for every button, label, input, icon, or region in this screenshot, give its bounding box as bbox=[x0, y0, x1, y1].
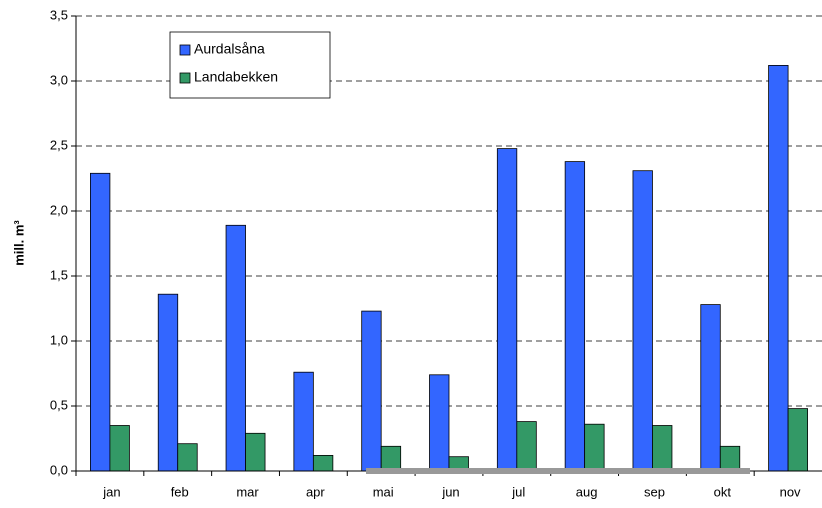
bar bbox=[225, 224, 246, 472]
y-tick-label: 3,5 bbox=[50, 7, 68, 22]
y-tick-label: 2,0 bbox=[50, 202, 68, 217]
bar bbox=[157, 293, 179, 472]
x-tick-label: feb bbox=[171, 484, 189, 499]
x-tick-label: apr bbox=[306, 484, 325, 499]
bar bbox=[584, 423, 605, 472]
x-tick-label: mai bbox=[373, 484, 394, 499]
legend-label: Aurdalsåna bbox=[194, 41, 265, 57]
y-axis-label: mill. m³ bbox=[11, 220, 26, 266]
bar bbox=[312, 454, 334, 472]
bar bbox=[380, 445, 402, 472]
legend-swatch bbox=[179, 72, 191, 84]
bar bbox=[429, 374, 450, 472]
y-tick-label: 1,5 bbox=[50, 267, 68, 282]
bar bbox=[700, 304, 721, 472]
bar bbox=[109, 425, 130, 472]
bar bbox=[787, 408, 808, 472]
y-tick-label: 1,0 bbox=[50, 332, 68, 347]
bar bbox=[719, 445, 741, 472]
x-tick-label: sep bbox=[644, 484, 665, 499]
bar bbox=[632, 170, 653, 472]
legend-box bbox=[169, 31, 331, 99]
bar bbox=[361, 310, 382, 472]
bar bbox=[516, 421, 537, 472]
bar bbox=[768, 65, 789, 472]
x-tick-label: jan bbox=[102, 484, 120, 499]
x-tick-label: jun bbox=[441, 484, 459, 499]
period-highlight bbox=[366, 468, 750, 474]
x-tick-label: mar bbox=[236, 484, 259, 499]
x-tick-label: nov bbox=[780, 484, 801, 499]
x-tick-label: aug bbox=[576, 484, 598, 499]
bar bbox=[564, 161, 586, 472]
bar bbox=[177, 443, 198, 472]
y-tick-label: 3,0 bbox=[50, 72, 68, 87]
legend-swatch bbox=[179, 44, 191, 56]
x-tick-label: okt bbox=[714, 484, 732, 499]
bar bbox=[293, 371, 314, 472]
x-tick-label: jul bbox=[511, 484, 525, 499]
bar bbox=[496, 148, 518, 472]
y-tick-label: 2,5 bbox=[50, 137, 68, 152]
bar bbox=[652, 425, 673, 472]
y-tick-label: 0,5 bbox=[50, 397, 68, 412]
bar bbox=[90, 172, 111, 472]
y-tick-label: 0,0 bbox=[50, 462, 68, 477]
legend-label: Landabekken bbox=[194, 69, 278, 85]
bar bbox=[245, 432, 266, 472]
